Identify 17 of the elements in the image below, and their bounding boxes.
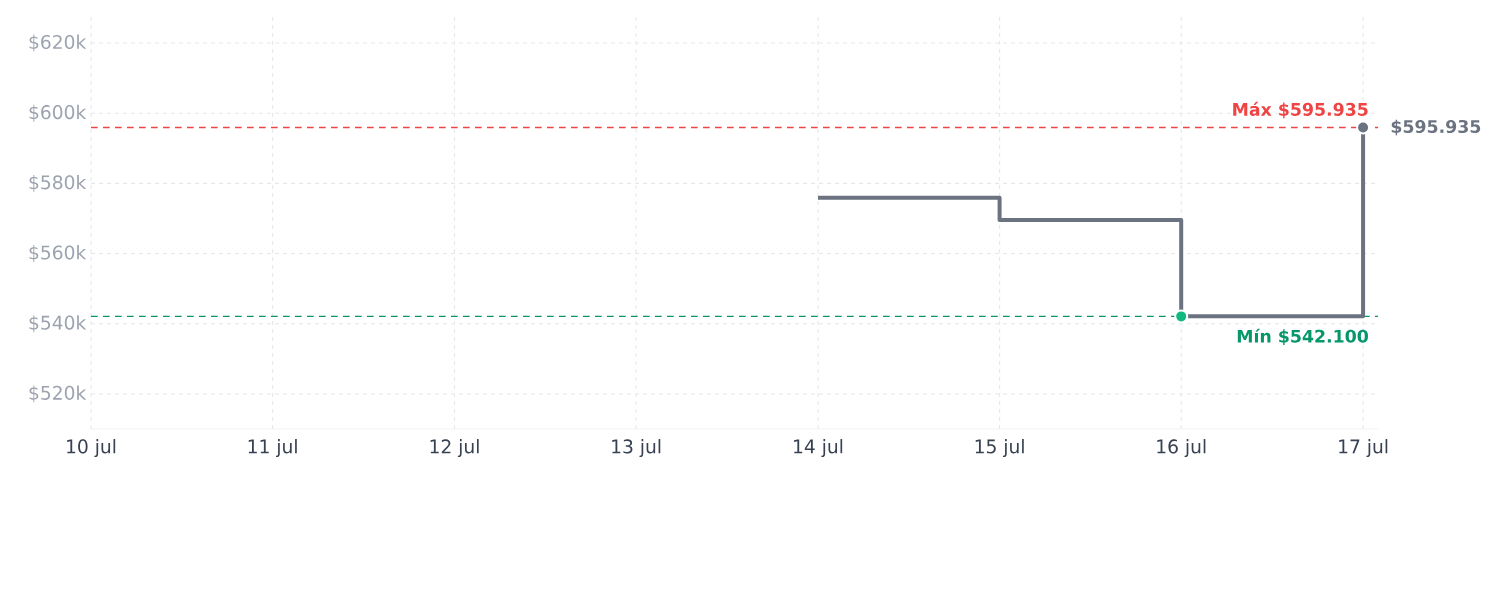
x-tick-label: 16 jul [1157, 439, 1206, 458]
y-tick-label: $600k [29, 104, 87, 122]
ref-line-label: Mín $542.100 [1237, 328, 1368, 346]
x-tick-label: 12 jul [430, 439, 479, 458]
x-tick-label: 10 jul [67, 439, 116, 458]
annotation: $595.935 [1391, 119, 1481, 136]
x-tick-label: 15 jul [975, 439, 1024, 458]
x-tick-label: 13 jul [612, 439, 661, 458]
y-tick-label: $620k [29, 34, 87, 52]
ref-line-label: Máx $595.935 [1233, 101, 1368, 119]
x-tick-label: 11 jul [248, 439, 297, 458]
y-tick-label: $540k [29, 315, 87, 333]
x-tick-label: 14 jul [794, 439, 843, 458]
y-tick-label: $580k [29, 174, 87, 192]
x-tick-label: 17 jul [1339, 439, 1388, 458]
y-tick-label: $560k [29, 245, 87, 263]
y-tick-label: $520k [29, 385, 87, 403]
